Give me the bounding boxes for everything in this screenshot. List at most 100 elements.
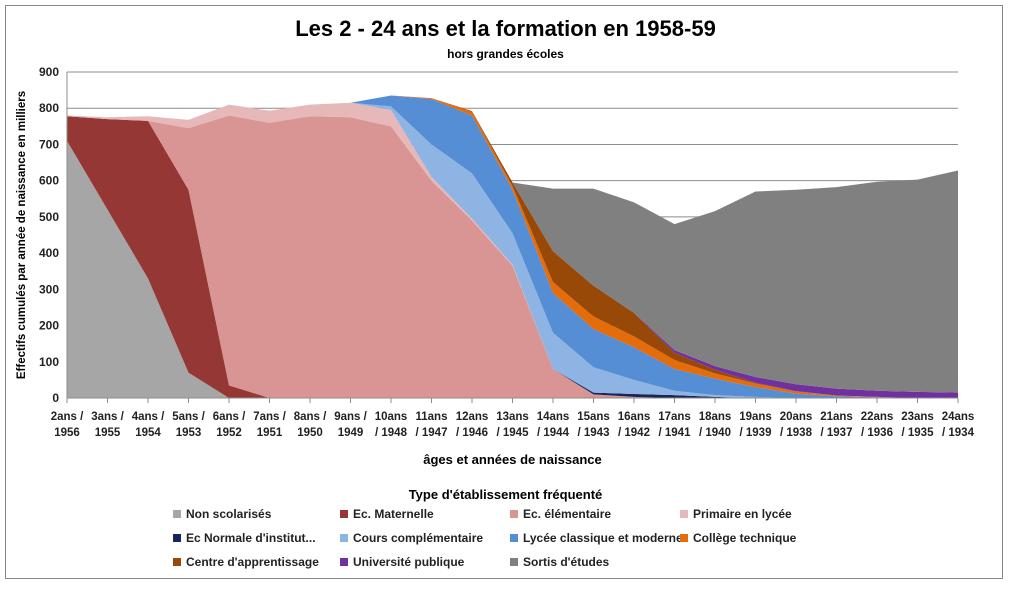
- legend-swatch: [173, 534, 181, 542]
- legend-swatch: [510, 510, 518, 518]
- x-tick-label: 10ans: [375, 411, 408, 423]
- legend-item: Primaire en lycée: [680, 507, 792, 521]
- x-tick-label: 16ans: [618, 411, 651, 423]
- legend-swatch: [173, 558, 181, 566]
- area-series-2: [67, 115, 958, 398]
- y-tick-label: 500: [39, 210, 59, 224]
- x-tick-label: / 1943: [578, 427, 610, 439]
- x-tick-label: 15ans: [577, 411, 610, 423]
- legend-swatch: [510, 534, 518, 542]
- x-tick-label: / 1940: [699, 427, 731, 439]
- x-tick-label: 1955: [95, 427, 121, 439]
- area-series-0: [67, 140, 958, 399]
- y-tick-label: 0: [52, 391, 59, 405]
- legend-item: Ec. Maternelle: [340, 507, 434, 521]
- legend-label: Sortis d'études: [523, 555, 610, 569]
- x-tick-label: 19ans: [739, 411, 772, 423]
- x-tick-label: / 1942: [618, 427, 650, 439]
- x-tick-label: 1954: [135, 427, 161, 439]
- y-tick-label: 700: [39, 137, 59, 151]
- legend-item: Non scolarisés: [173, 507, 271, 521]
- legend-label: Ec. Maternelle: [353, 507, 434, 521]
- x-tick-label: / 1945: [497, 427, 530, 439]
- chart-title: Les 2 - 24 ans et la formation en 1958-5…: [295, 16, 716, 41]
- legend-swatch: [680, 534, 688, 542]
- x-tick-label: / 1946: [456, 427, 488, 439]
- x-tick-label: / 1937: [821, 427, 853, 439]
- x-tick-label: / 1944: [537, 427, 570, 439]
- x-tick-label: / 1934: [942, 427, 975, 439]
- x-tick-label: 11ans: [416, 411, 448, 423]
- x-tick-label: 2ans /: [51, 411, 84, 423]
- legend-item: Ec Normale d'institut...: [173, 531, 316, 545]
- x-tick-label: 1952: [216, 427, 242, 439]
- legend-item: Ec. élémentaire: [510, 507, 611, 521]
- x-tick-label: 9ans /: [334, 411, 367, 423]
- y-tick-label: 600: [39, 174, 59, 188]
- legend-swatch: [340, 534, 348, 542]
- x-tick-label: 1951: [257, 427, 283, 439]
- area-series-10: [67, 95, 958, 393]
- x-tick-label: 23ans: [901, 411, 934, 423]
- y-tick-label: 100: [39, 355, 59, 369]
- x-tick-label: / 1936: [861, 427, 893, 439]
- x-tick-label: 24ans: [942, 411, 975, 423]
- x-tick-label: 1956: [54, 427, 80, 439]
- legend-item: Sortis d'études: [510, 555, 609, 569]
- x-tick-label: 5ans /: [172, 411, 205, 423]
- x-tick-label: / 1947: [416, 427, 448, 439]
- x-tick-label: 1953: [176, 427, 202, 439]
- x-tick-label: 20ans: [780, 411, 813, 423]
- legend-label: Primaire en lycée: [693, 507, 792, 521]
- legend-title: Type d'établissement fréquenté: [408, 487, 603, 502]
- x-tick-label: 7ans /: [253, 411, 286, 423]
- x-tick-label: 1949: [338, 427, 364, 439]
- x-tick-label: 14ans: [537, 411, 570, 423]
- x-tick-label: 22ans: [861, 411, 894, 423]
- legend-item: Lycée classique et moderne: [510, 531, 683, 545]
- x-tick-label: / 1938: [780, 427, 813, 439]
- legend-item: Cours complémentaire: [340, 531, 483, 545]
- legend-swatch: [340, 510, 348, 518]
- chart-frame: [5, 5, 1003, 579]
- legend-swatch: [173, 510, 181, 518]
- legend-swatch: [340, 558, 348, 566]
- x-tick-label: 17ans: [658, 411, 691, 423]
- legend-label: Cours complémentaire: [353, 531, 484, 545]
- legend-label: Université publique: [353, 555, 465, 569]
- x-axis-title: âges et années de naissance: [423, 452, 602, 467]
- x-tick-label: 1950: [297, 427, 323, 439]
- x-tick-label: 12ans: [456, 411, 489, 423]
- y-tick-label: 800: [39, 101, 59, 115]
- legend-item: Université publique: [340, 555, 464, 569]
- x-tick-label: / 1939: [740, 427, 772, 439]
- area-series-5: [67, 102, 958, 399]
- x-tick-label: 13ans: [496, 411, 529, 423]
- x-tick-label: / 1941: [659, 427, 692, 439]
- legend-label: Lycée classique et moderne: [523, 531, 683, 545]
- legend-swatch: [680, 510, 688, 518]
- legend-label: Ec Normale d'institut...: [186, 531, 316, 545]
- x-tick-label: / 1935: [902, 427, 935, 439]
- x-tick-label: 8ans /: [294, 411, 327, 423]
- y-tick-label: 200: [39, 319, 59, 333]
- legend-label: Collège technique: [693, 531, 797, 545]
- y-tick-label: 400: [39, 246, 59, 260]
- legend-label: Ec. élémentaire: [523, 507, 612, 521]
- x-tick-label: 4ans /: [132, 411, 165, 423]
- y-tick-label: 900: [39, 65, 59, 79]
- area-series-1: [67, 116, 958, 399]
- x-tick-label: 21ans: [820, 411, 853, 423]
- legend-label: Centre d'apprentissage: [186, 555, 319, 569]
- chart-subtitle: hors grandes écoles: [447, 47, 564, 61]
- x-tick-label: 3ans /: [91, 411, 124, 423]
- legend-swatch: [510, 558, 518, 566]
- legend-label: Non scolarisés: [186, 507, 272, 521]
- x-tick-label: 6ans /: [213, 411, 246, 423]
- x-tick-label: 18ans: [699, 411, 732, 423]
- legend-item: Collège technique: [680, 531, 796, 545]
- y-tick-label: 300: [39, 282, 59, 296]
- legend-item: Centre d'apprentissage: [173, 555, 319, 569]
- x-tick-label: / 1948: [375, 427, 408, 439]
